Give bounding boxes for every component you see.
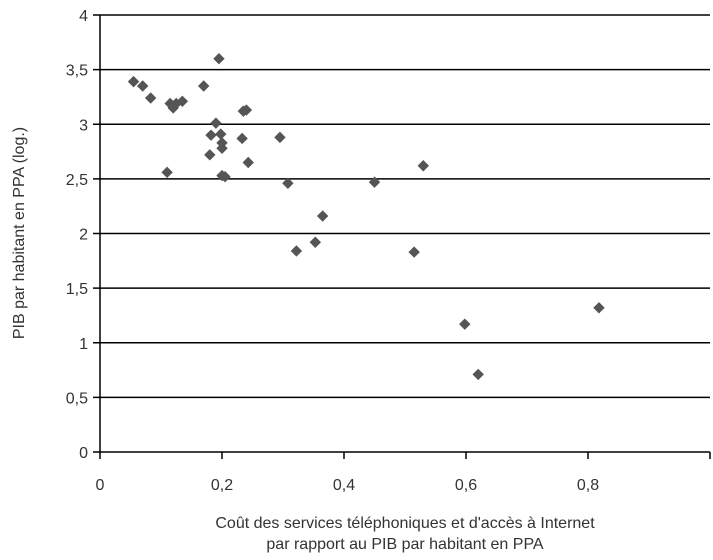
y-tick-label: 1 — [79, 336, 88, 353]
x-axis-title-line-1: Coût des services téléphoniques et d'acc… — [215, 515, 595, 532]
x-tick-label: 0,8 — [577, 477, 599, 494]
data-point — [213, 52, 225, 65]
data-point — [136, 80, 149, 92]
x-tick-label: 0,4 — [333, 477, 355, 494]
data-point — [204, 149, 216, 161]
gridlines — [100, 14, 710, 399]
data-point — [417, 160, 430, 172]
x-tick-label: 0,2 — [211, 477, 233, 494]
y-tick-label: 0,5 — [66, 390, 88, 407]
data-point — [274, 131, 286, 144]
data-point — [459, 318, 471, 330]
y-tick-label: 0 — [79, 445, 88, 462]
y-tick-label: 3,5 — [66, 63, 88, 80]
data-point — [216, 137, 228, 149]
data-point — [219, 170, 231, 183]
data-point — [240, 104, 253, 116]
data-point — [282, 177, 294, 189]
data-point — [472, 368, 484, 381]
y-tick-label: 4 — [79, 8, 88, 25]
data-point — [205, 129, 217, 141]
data-point — [593, 302, 605, 314]
x-axis-ticks: 0 0,2 0,4 0,6 0,8 — [96, 452, 711, 494]
y-tick-label: 3 — [79, 117, 88, 134]
y-tick-label: 2,5 — [66, 172, 88, 189]
x-axis-title-line-2: par rapport au PIB par habitant en PPA — [266, 536, 544, 553]
data-point — [309, 236, 322, 248]
data-point — [176, 95, 189, 108]
data-point — [242, 156, 254, 169]
x-tick-label: 0 — [96, 477, 105, 494]
data-point — [215, 128, 227, 140]
data-point — [197, 80, 210, 92]
data-point — [210, 117, 222, 129]
data-point — [127, 75, 140, 88]
y-axis-ticks: 0 0,5 1 1,5 2 2,5 3 3,5 4 — [66, 8, 100, 462]
x-tick-label: 0,6 — [455, 477, 477, 494]
data-point — [368, 176, 381, 188]
data-point — [236, 132, 248, 145]
data-point — [161, 166, 173, 179]
y-tick-label: 2 — [79, 227, 88, 244]
y-axis-title: PIB par habitant en PPA (log.) — [11, 127, 28, 339]
data-points — [127, 52, 605, 381]
data-point — [290, 245, 303, 257]
y-tick-label: 1,5 — [66, 281, 88, 298]
data-point — [316, 210, 329, 222]
data-point — [408, 246, 420, 258]
data-point — [144, 92, 157, 104]
